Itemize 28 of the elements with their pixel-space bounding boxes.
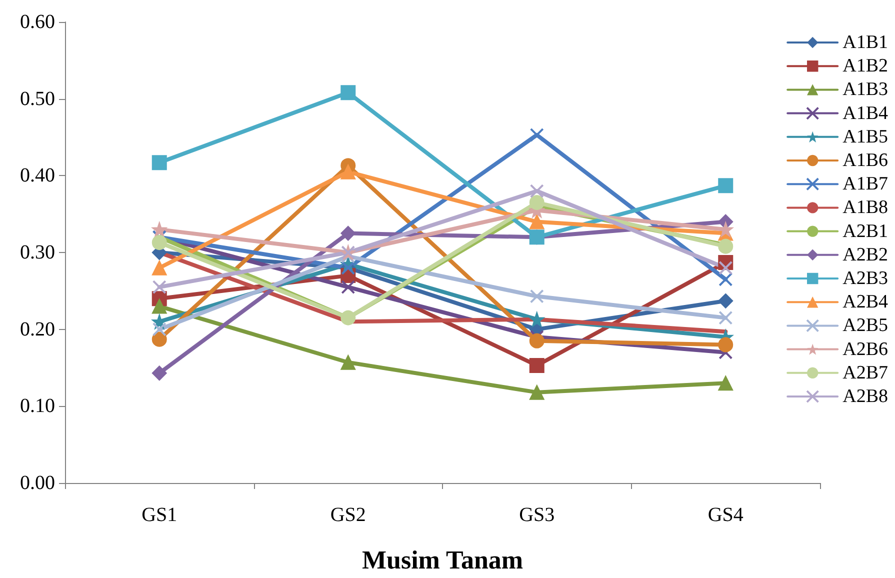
y-tick-label: 0.40	[20, 164, 55, 187]
y-tick-label: 0.50	[20, 88, 55, 110]
legend-label: A2B3	[842, 268, 888, 289]
x-axis-title: Musim Tanam	[362, 546, 524, 574]
y-tick-label: 0.20	[20, 318, 55, 340]
legend-label: A2B6	[842, 338, 888, 360]
legend-label: A1B8	[842, 197, 888, 218]
legend-label: A2B7	[842, 362, 888, 384]
legend-label: A2B2	[842, 244, 888, 266]
legend-label: A1B2	[842, 56, 888, 77]
legend-label: A1B6	[842, 150, 888, 171]
legend-label: A1B1	[842, 32, 888, 53]
legend-label: A1B4	[842, 102, 888, 124]
legend-label: A2B5	[842, 315, 888, 336]
y-tick-label: 0.00	[20, 472, 55, 494]
x-tick-label: GS1	[142, 504, 178, 526]
legend-label: A1B3	[842, 79, 888, 100]
legend-label: A2B4	[842, 292, 888, 313]
legend-label: A2B1	[842, 220, 888, 242]
legend-label: A1B5	[842, 126, 888, 148]
y-tick-label: 0.60	[20, 11, 55, 33]
y-tick-label: 0.30	[20, 242, 55, 264]
legend-label: A2B8	[842, 386, 888, 407]
y-tick-label: 0.10	[20, 395, 55, 418]
legend-label: A1B7	[842, 174, 888, 195]
x-tick-label: GS4	[708, 504, 744, 526]
x-tick-label: GS3	[519, 504, 555, 526]
x-tick-label: GS2	[330, 504, 366, 526]
